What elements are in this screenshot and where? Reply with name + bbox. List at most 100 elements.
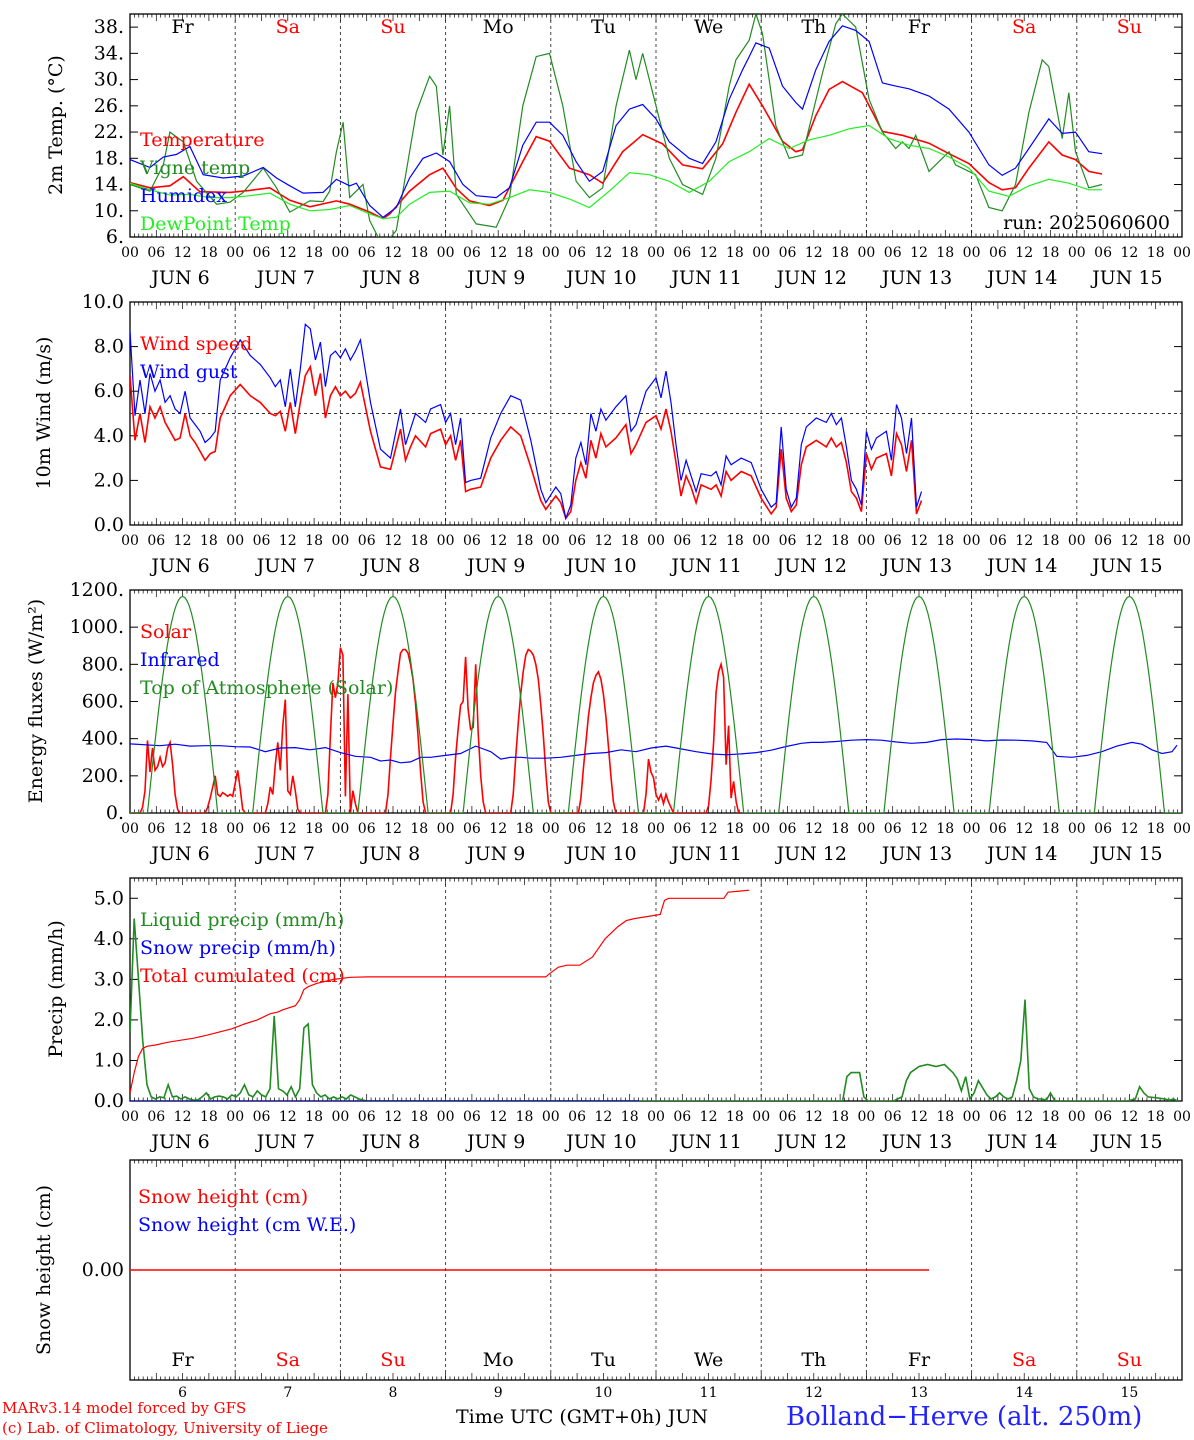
- hour-tick-label: 12: [1015, 533, 1033, 549]
- date-label: JUN 11: [669, 267, 741, 289]
- hour-tick-label: 00: [542, 1109, 560, 1125]
- hour-tick-label: 18: [200, 821, 218, 837]
- date-label: JUN 6: [149, 1131, 209, 1153]
- hour-tick-label: 12: [805, 533, 823, 549]
- hour-tick-label: 12: [174, 821, 192, 837]
- date-label: JUN 6: [149, 267, 209, 289]
- hour-tick-label: 12: [805, 1109, 823, 1125]
- hour-tick-label: 00: [1173, 821, 1191, 837]
- hour-tick-label: 06: [463, 245, 481, 261]
- hour-tick-label: 00: [226, 245, 244, 261]
- y-axis-label: Precip (mm/h): [45, 920, 67, 1058]
- plot-area: [130, 323, 923, 521]
- y-tick-label: 4.0: [94, 928, 124, 950]
- hour-tick-label: 06: [989, 533, 1007, 549]
- hour-tick-label: 00: [647, 533, 665, 549]
- hour-tick-label: 18: [305, 245, 323, 261]
- hour-tick-label: 18: [516, 245, 534, 261]
- hour-tick-label: 06: [989, 1109, 1007, 1125]
- hour-tick-label: 00: [542, 245, 560, 261]
- hour-tick-label: 12: [174, 245, 192, 261]
- hour-tick-label: 06: [779, 245, 797, 261]
- hour-tick-label: 06: [1094, 821, 1112, 837]
- y-axis-label: Snow height (cm): [33, 1185, 55, 1355]
- hour-tick-label: 18: [1147, 245, 1165, 261]
- y-tick-label: 800.: [82, 653, 124, 675]
- hour-tick-label: 18: [200, 533, 218, 549]
- hour-tick-label: 06: [673, 1109, 691, 1125]
- hour-tick-label: 12: [594, 821, 612, 837]
- hour-tick-label: 12: [910, 533, 928, 549]
- date-label: JUN 7: [255, 555, 315, 577]
- hour-tick-label: 12: [384, 821, 402, 837]
- hour-tick-label: 06: [673, 245, 691, 261]
- hour-tick-label: 00: [647, 1109, 665, 1125]
- date-label: JUN 6: [149, 555, 209, 577]
- hour-tick-label: 18: [1147, 821, 1165, 837]
- hour-tick-label: 12: [489, 533, 507, 549]
- date-label: JUN 9: [465, 555, 525, 577]
- hour-tick-label: 06: [463, 821, 481, 837]
- date-label: JUN 10: [564, 555, 636, 577]
- y-axis-label: 2m Temp. (°C): [45, 55, 67, 195]
- y-tick-label: 6.0: [94, 380, 124, 402]
- date-label: JUN 12: [775, 843, 847, 865]
- hour-tick-label: 18: [831, 245, 849, 261]
- day-number-label: 9: [494, 1385, 503, 1398]
- hour-tick-label: 00: [1068, 821, 1086, 837]
- legend-entry: Humidex: [140, 185, 227, 207]
- hour-tick-label: 00: [437, 821, 455, 837]
- hour-tick-label: 00: [437, 245, 455, 261]
- weekday-label: Th: [801, 16, 826, 38]
- hour-tick-label: 06: [884, 1109, 902, 1125]
- y-tick-label: 2.0: [94, 1009, 124, 1031]
- hour-tick-label: 00: [331, 245, 349, 261]
- date-label: JUN 8: [360, 267, 420, 289]
- date-label: JUN 7: [255, 1131, 315, 1153]
- hour-tick-label: 00: [121, 821, 139, 837]
- hour-tick-label: 00: [752, 1109, 770, 1125]
- hour-tick-label: 00: [963, 1109, 981, 1125]
- date-label: JUN 13: [880, 1131, 952, 1153]
- hour-tick-label: 00: [331, 533, 349, 549]
- legend-entry: Snow height (cm): [138, 1186, 308, 1208]
- hour-tick-label: 18: [621, 821, 639, 837]
- hour-tick-label: 12: [384, 1109, 402, 1125]
- hour-tick-label: 00: [121, 1109, 139, 1125]
- hour-tick-label: 06: [147, 1109, 165, 1125]
- hour-tick-label: 00: [1173, 533, 1191, 549]
- station-name: Bolland−Herve (alt. 250m): [786, 1402, 1143, 1432]
- y-tick-label: 2.0: [94, 469, 124, 491]
- hour-tick-label: 06: [779, 533, 797, 549]
- date-label: JUN 7: [255, 267, 315, 289]
- hour-tick-label: 18: [305, 1109, 323, 1125]
- hour-tick-label: 12: [174, 1109, 192, 1125]
- hour-tick-label: 18: [410, 245, 428, 261]
- date-label: JUN 11: [669, 1131, 741, 1153]
- date-label: JUN 14: [985, 1131, 1057, 1153]
- hour-tick-label: 06: [568, 1109, 586, 1125]
- hour-tick-label: 00: [752, 533, 770, 549]
- hour-tick-label: 06: [989, 245, 1007, 261]
- y-tick-label: 4.0: [94, 425, 124, 447]
- weekday-label: Tu: [591, 1349, 616, 1371]
- y-tick-label: 1.0: [94, 1049, 124, 1071]
- hour-tick-label: 00: [1068, 533, 1086, 549]
- date-label: JUN 14: [985, 267, 1057, 289]
- weekday-label: Mo: [483, 16, 514, 38]
- hour-tick-label: 18: [1147, 533, 1165, 549]
- hour-tick-label: 18: [410, 533, 428, 549]
- hour-tick-label: 12: [1120, 1109, 1138, 1125]
- hour-tick-label: 12: [1120, 821, 1138, 837]
- legend-entry: Wind speed: [140, 333, 252, 355]
- hour-tick-label: 18: [936, 245, 954, 261]
- date-label: JUN 14: [985, 555, 1057, 577]
- run-annotation: run: 2025060600: [1003, 212, 1170, 234]
- weekday-label: Sa: [1012, 16, 1036, 38]
- date-label: JUN 15: [1090, 1131, 1162, 1153]
- plot-area: [130, 14, 1103, 237]
- hour-tick-label: 18: [936, 1109, 954, 1125]
- hour-tick-label: 18: [831, 533, 849, 549]
- y-tick-label: 400.: [82, 728, 124, 750]
- date-label: JUN 10: [564, 1131, 636, 1153]
